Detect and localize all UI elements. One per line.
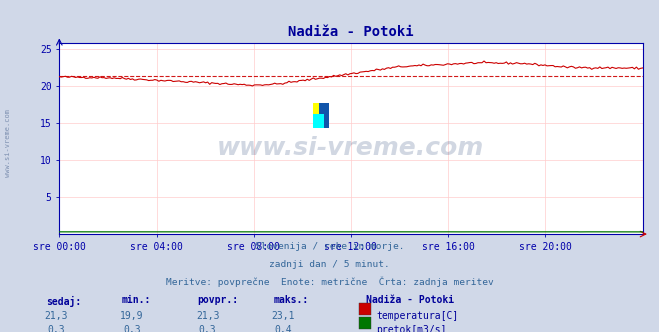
Text: www.si-vreme.com: www.si-vreme.com (5, 109, 11, 177)
Text: maks.:: maks.: (273, 295, 308, 305)
Text: 0,3: 0,3 (199, 325, 216, 332)
Text: pretok[m3/s]: pretok[m3/s] (376, 325, 447, 332)
Bar (320, 103, 329, 128)
Text: Nadiža - Potoki: Nadiža - Potoki (366, 295, 454, 305)
Bar (313, 115, 324, 128)
Text: 23,1: 23,1 (272, 311, 295, 321)
Text: 21,3: 21,3 (196, 311, 219, 321)
Text: 19,9: 19,9 (120, 311, 144, 321)
Text: 0,3: 0,3 (47, 325, 65, 332)
Text: povpr.:: povpr.: (198, 295, 239, 305)
Text: www.si-vreme.com: www.si-vreme.com (217, 136, 484, 160)
Title: Nadiža - Potoki: Nadiža - Potoki (288, 25, 414, 39)
Text: temperatura[C]: temperatura[C] (376, 311, 459, 321)
Text: zadnji dan / 5 minut.: zadnji dan / 5 minut. (269, 260, 390, 269)
Text: sedaj:: sedaj: (46, 295, 81, 306)
Text: 0,3: 0,3 (123, 325, 140, 332)
Text: 0,4: 0,4 (275, 325, 292, 332)
Bar (313, 103, 324, 128)
Text: min.:: min.: (122, 295, 152, 305)
Text: 21,3: 21,3 (44, 311, 68, 321)
Text: Meritve: povprečne  Enote: metrične  Črta: zadnja meritev: Meritve: povprečne Enote: metrične Črta:… (165, 277, 494, 288)
Text: Slovenija / reke in morje.: Slovenija / reke in morje. (255, 242, 404, 251)
